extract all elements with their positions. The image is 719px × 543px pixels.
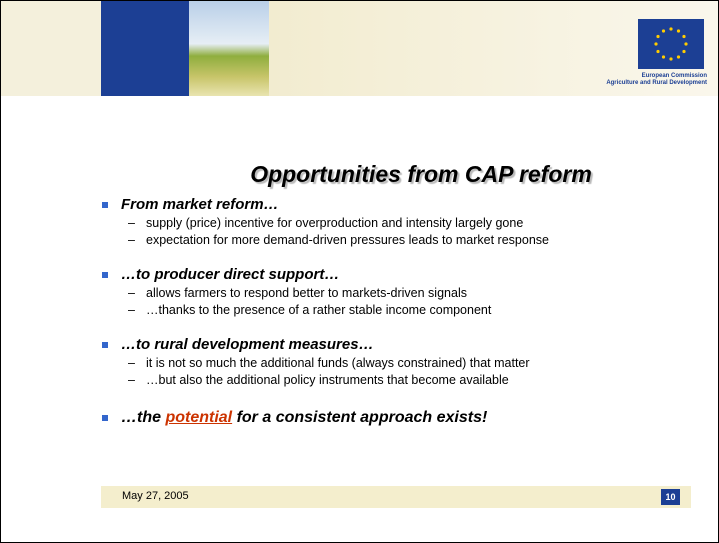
- star: [654, 42, 657, 45]
- highlight: potential: [165, 409, 232, 426]
- sub-text: …thanks to the presence of a rather stab…: [146, 303, 491, 317]
- dash: –: [128, 303, 146, 317]
- footer-band: [101, 486, 691, 508]
- star: [677, 29, 680, 32]
- sub-item: –it is not so much the additional funds …: [128, 356, 530, 370]
- star: [684, 42, 687, 45]
- dash: –: [128, 216, 146, 230]
- star: [682, 35, 685, 38]
- dash: –: [128, 233, 146, 247]
- bullet-marker: [102, 415, 108, 421]
- bullet-text: …to rural development measures…: [121, 336, 374, 353]
- logo-text: European Commission Agriculture and Rura…: [561, 73, 707, 87]
- star: [669, 27, 672, 30]
- star: [662, 29, 665, 32]
- dash: –: [128, 373, 146, 387]
- sub-text: …but also the additional policy instrume…: [146, 373, 509, 387]
- dash: –: [128, 286, 146, 300]
- logo-line: Agriculture and Rural Development: [561, 80, 707, 87]
- star: [656, 50, 659, 53]
- sub-item: –expectation for more demand-driven pres…: [128, 233, 549, 247]
- bullet-marker: [102, 272, 108, 278]
- blue-block: [101, 1, 189, 96]
- star: [656, 35, 659, 38]
- star: [662, 55, 665, 58]
- sub-item: –…but also the additional policy instrum…: [128, 373, 509, 387]
- star: [677, 55, 680, 58]
- footer-date: May 27, 2005: [122, 490, 189, 502]
- sub-item: –supply (price) incentive for overproduc…: [128, 216, 523, 230]
- slide: European Commission Agriculture and Rura…: [0, 0, 719, 543]
- star: [682, 50, 685, 53]
- bullet-text: From market reform…: [121, 196, 279, 213]
- dash: –: [128, 356, 146, 370]
- logo-line: European Commission: [561, 73, 707, 80]
- bullet-marker: [102, 202, 108, 208]
- sub-item: –…thanks to the presence of a rather sta…: [128, 303, 491, 317]
- bullet-text: …to producer direct support…: [121, 266, 339, 283]
- sub-text: allows farmers to respond better to mark…: [146, 286, 467, 300]
- page-number: 10: [661, 489, 680, 505]
- landscape-image: [189, 1, 269, 96]
- final-bullet: …the potential for a consistent approach…: [121, 409, 487, 427]
- bullet-marker: [102, 342, 108, 348]
- eu-flag: [638, 19, 704, 69]
- sub-text: expectation for more demand-driven press…: [146, 233, 549, 247]
- sub-text: it is not so much the additional funds (…: [146, 356, 530, 370]
- text: …the: [121, 409, 165, 426]
- star: [669, 57, 672, 60]
- sub-text: supply (price) incentive for overproduct…: [146, 216, 523, 230]
- text: for a consistent approach exists!: [232, 409, 487, 426]
- slide-title: Opportunities from CAP reform: [101, 161, 719, 188]
- sub-item: –allows farmers to respond better to mar…: [128, 286, 467, 300]
